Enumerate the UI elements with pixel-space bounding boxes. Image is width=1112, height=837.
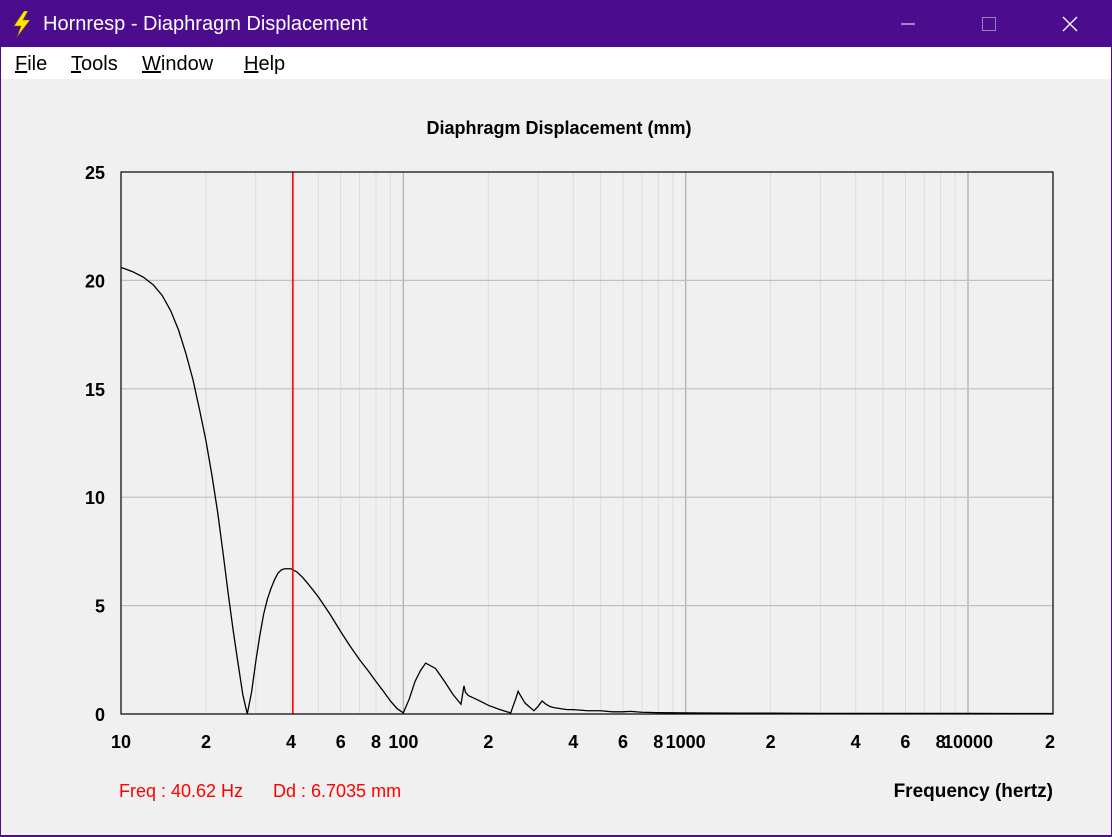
x-tick-label: 6 bbox=[336, 732, 346, 752]
chart-area bbox=[1, 79, 1111, 835]
x-axis-title: Frequency (hertz) bbox=[893, 781, 1053, 802]
menu-tools[interactable]: Tools bbox=[71, 53, 118, 76]
dd-readout: Dd : 6.7035 mm bbox=[273, 781, 402, 801]
menu-help[interactable]: Help bbox=[244, 53, 285, 76]
maximize-button[interactable] bbox=[954, 1, 1024, 47]
menu-window[interactable]: Window bbox=[142, 53, 213, 76]
x-tick-label: 2 bbox=[766, 732, 776, 752]
y-tick-label: 0 bbox=[95, 705, 105, 725]
menu-file-mnemonic: F bbox=[15, 53, 28, 75]
x-tick-label: 6 bbox=[618, 732, 628, 752]
menu-window-mnemonic: W bbox=[142, 53, 161, 75]
y-tick-label: 15 bbox=[85, 380, 105, 400]
title-bar[interactable]: Hornresp - Diaphragm Displacement bbox=[1, 1, 1111, 47]
lightning-bolt-icon bbox=[13, 11, 31, 37]
minimize-button[interactable] bbox=[873, 1, 943, 47]
x-tick-label: 1000 bbox=[666, 732, 706, 752]
x-tick-label: 4 bbox=[286, 732, 296, 752]
x-tick-label: 10000 bbox=[943, 732, 993, 752]
menu-file[interactable]: File bbox=[15, 53, 47, 76]
y-tick-label: 25 bbox=[85, 163, 105, 183]
x-tick-label: 4 bbox=[568, 732, 578, 752]
minimize-icon bbox=[901, 23, 915, 25]
menu-tools-label: ools bbox=[81, 53, 118, 75]
displacement-curve bbox=[120, 266, 1054, 715]
chart-title: Diaphragm Displacement (mm) bbox=[426, 118, 691, 138]
freq-readout: Freq : 40.62 Hz bbox=[119, 781, 244, 801]
x-tick-label: 2 bbox=[201, 732, 211, 752]
menu-help-label: elp bbox=[258, 53, 286, 75]
maximize-icon bbox=[982, 17, 996, 31]
menu-window-label: indow bbox=[160, 53, 214, 75]
menu-tools-mnemonic: T bbox=[71, 53, 81, 75]
menu-file-label: ile bbox=[27, 53, 48, 75]
x-tick-label: 8 bbox=[371, 732, 381, 752]
y-tick-label: 20 bbox=[85, 271, 105, 291]
x-tick-label: 10 bbox=[111, 732, 131, 752]
plot-frame bbox=[120, 171, 1054, 715]
menu-bar: File Tools Window Help bbox=[1, 47, 1111, 79]
x-tick-label: 100 bbox=[388, 732, 418, 752]
y-tick-label: 10 bbox=[85, 488, 105, 508]
x-tick-label: 8 bbox=[936, 732, 946, 752]
close-button[interactable] bbox=[1035, 1, 1105, 47]
x-tick-label: 6 bbox=[900, 732, 910, 752]
menu-help-mnemonic: H bbox=[244, 53, 259, 75]
x-tick-label: 8 bbox=[653, 732, 663, 752]
x-tick-label: 4 bbox=[851, 732, 861, 752]
x-tick-label: 2 bbox=[1045, 732, 1055, 752]
x-tick-label: 2 bbox=[483, 732, 493, 752]
window-title: Hornresp - Diaphragm Displacement bbox=[43, 13, 368, 35]
y-tick-labels: 0 5 10 15 20 25 bbox=[85, 163, 105, 725]
close-icon bbox=[1062, 16, 1078, 32]
y-tick-label: 5 bbox=[95, 597, 105, 617]
